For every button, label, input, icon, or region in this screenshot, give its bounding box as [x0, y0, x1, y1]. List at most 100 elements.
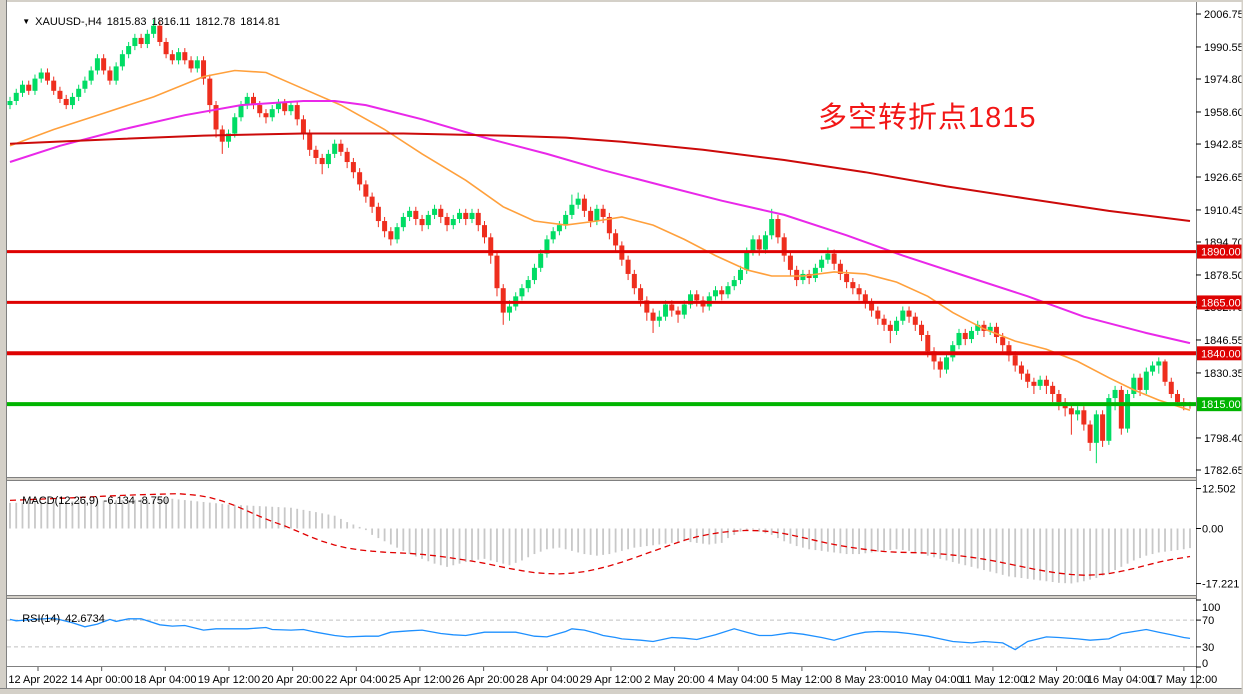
candle-bear	[881, 318, 887, 325]
candle-bull	[7, 100, 13, 106]
candle-bear	[188, 60, 194, 69]
candle-bear	[388, 231, 394, 240]
symbol-period-label: XAUUSD-,H4	[35, 16, 102, 28]
candle-bear	[669, 304, 675, 311]
price-badge-label: 1840.00	[1201, 348, 1241, 360]
candle-bear	[26, 84, 32, 91]
candle-bear	[338, 143, 344, 152]
price-tick-label: 1910.45	[1204, 205, 1243, 217]
annotation-text[interactable]: 多空转折点1815	[818, 102, 1037, 134]
close-value: 1814.81	[240, 16, 281, 28]
candle-bull	[506, 306, 512, 313]
time-tick-label: 17 May 12:00	[1151, 674, 1218, 686]
price-badge-1840.00	[1197, 346, 1242, 361]
candle-bear	[494, 255, 500, 289]
candle-bull	[819, 259, 825, 268]
time-tick-label: 28 Apr 04:00	[516, 674, 578, 686]
candle-bull	[544, 239, 550, 254]
price-tick-label: 1846.55	[1204, 335, 1243, 347]
candle-bull	[400, 216, 406, 228]
candle-bear	[1056, 394, 1062, 403]
pane-splitter-bottom[interactable]	[0, 480, 1243, 481]
pane-splitter[interactable]	[0, 478, 1243, 480]
candle-bull	[762, 235, 768, 250]
time-tick-label: 4 May 04:00	[708, 674, 769, 686]
time-axis[interactable]	[7, 667, 1196, 688]
pane-splitter-top[interactable]	[0, 595, 1243, 596]
candle-bear	[606, 216, 612, 234]
candle-bull	[119, 54, 125, 67]
time-axis-border	[0, 666, 1243, 667]
candle-bull	[968, 330, 974, 340]
candle-bear	[282, 103, 288, 112]
candle-bear	[581, 198, 587, 211]
candle-bull	[1093, 414, 1099, 443]
candle-bear	[44, 72, 50, 81]
candle-bull	[94, 58, 100, 71]
candle-bull	[19, 84, 25, 93]
rsi-name: RSI(14)	[22, 613, 61, 625]
price-tick-label: 1974.80	[1204, 74, 1243, 86]
candle-bull	[1150, 365, 1156, 372]
time-tick-label: 2 May 20:00	[644, 674, 705, 686]
candle-bull	[1125, 394, 1131, 429]
candle-bear	[1018, 365, 1024, 374]
candle-bull	[894, 320, 900, 331]
candle-bull	[1156, 361, 1162, 366]
candle-bear	[1168, 381, 1174, 394]
price-axis[interactable]	[1196, 2, 1242, 688]
candle-bear	[787, 255, 793, 270]
rsi-tick-label: 30	[1202, 642, 1214, 654]
candle-bear	[163, 41, 169, 55]
candle-bear	[63, 98, 69, 106]
candle-bear	[500, 288, 506, 313]
candle-bull	[987, 326, 993, 331]
ma-mid-magenta-line	[9, 100, 1191, 345]
candle-bear	[850, 282, 856, 289]
candle-bull	[32, 78, 38, 91]
price-tick-label: 1798.40	[1204, 433, 1243, 445]
candle-bear	[912, 316, 918, 325]
candle-bull	[82, 80, 88, 89]
symbol-dropdown-icon[interactable]: ▼	[22, 17, 31, 26]
candle-bear	[382, 221, 388, 232]
pane-splitter[interactable]	[0, 596, 1243, 598]
candle-bear	[375, 206, 381, 222]
rsi-line-path	[9, 617, 1191, 651]
frame-left-edge	[6, 0, 7, 694]
pane-splitter-bottom[interactable]	[0, 598, 1243, 599]
macd-indicator-label: MACD(12,26,9) -6.134 -8.750	[10, 483, 169, 519]
time-tick-label: 8 May 23:00	[835, 674, 896, 686]
candle-bear	[463, 212, 469, 220]
candle-bull	[288, 105, 294, 112]
candle-bear	[313, 149, 319, 158]
candle-bull	[800, 273, 806, 281]
price-tick-label: 1990.55	[1204, 42, 1243, 54]
candle-bear	[1118, 389, 1124, 429]
candle-bear	[588, 210, 594, 222]
candle-bull	[1131, 377, 1137, 394]
time-tick-label: 20 Apr 20:00	[261, 674, 323, 686]
candle-bear	[101, 58, 107, 71]
candle-bear	[350, 162, 356, 173]
candle-bear	[638, 288, 644, 301]
candle-bear	[775, 219, 781, 238]
candle-bear	[831, 253, 837, 264]
macd-tick-label: -17.221	[1202, 579, 1239, 591]
candle-bear	[444, 216, 450, 226]
pane-splitter-top[interactable]	[0, 477, 1243, 478]
macd-tick-label: 12.502	[1202, 484, 1236, 496]
time-tick-label: 26 Apr 20:00	[452, 674, 514, 686]
candle-bear	[1025, 373, 1031, 382]
candle-bear	[363, 184, 369, 197]
macd-tick-label: 0.00	[1202, 524, 1223, 536]
candle-bear	[344, 151, 350, 163]
candle-bull	[407, 210, 413, 217]
candle-bear	[481, 225, 487, 238]
candle-bull	[950, 345, 956, 358]
candle-bull	[275, 103, 281, 110]
candle-bear	[413, 210, 419, 220]
candle-bull	[750, 239, 756, 252]
